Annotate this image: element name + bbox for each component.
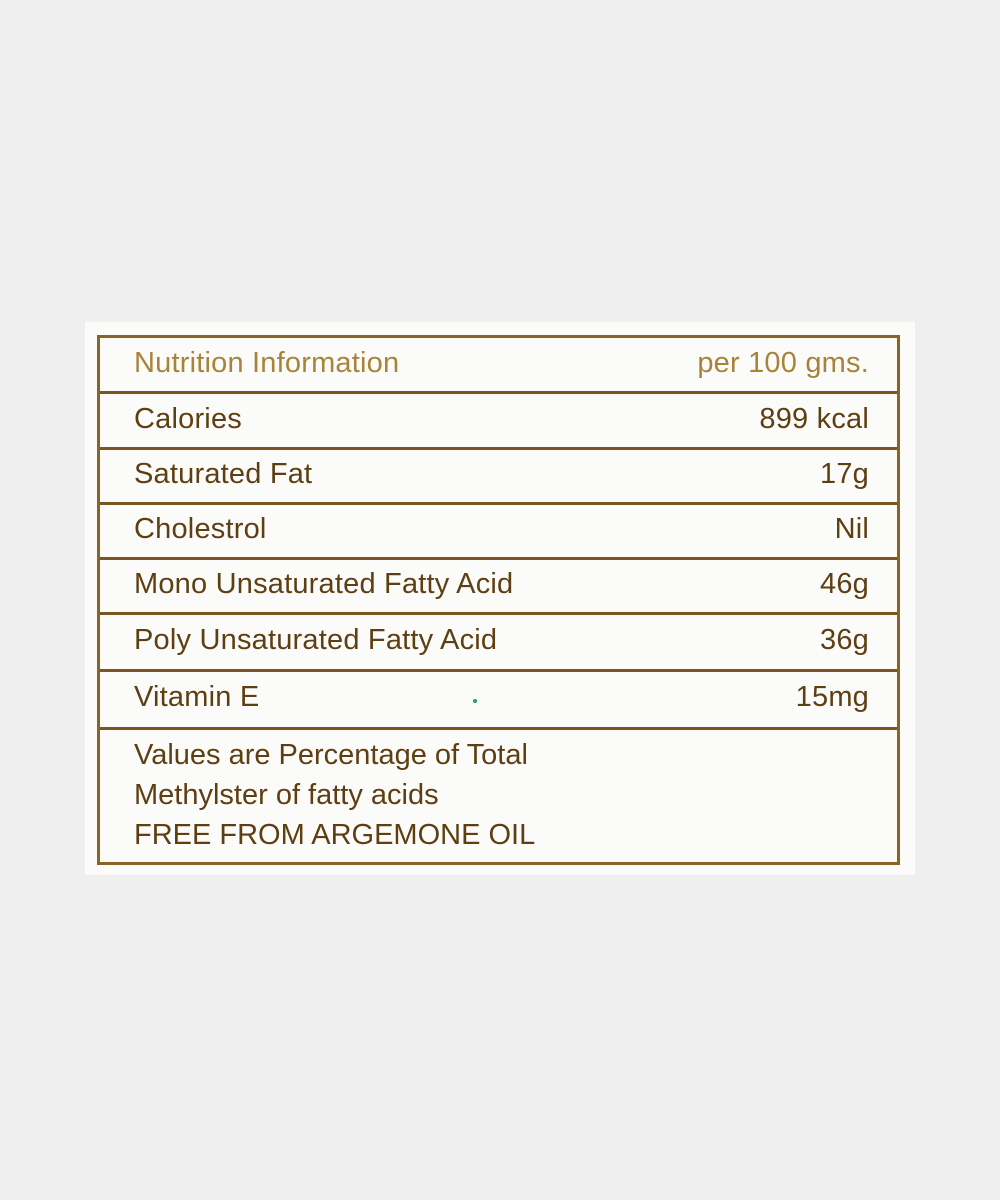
nutrient-row: Mono Unsaturated Fatty Acid 46g [100, 559, 897, 615]
nutrient-row: Vitamin E 15mg [100, 672, 897, 730]
footer-line: FREE FROM ARGEMONE OIL [134, 819, 536, 851]
nutrient-row: Saturated Fat 17g [100, 449, 897, 505]
nutrient-name: Saturated Fat [134, 458, 313, 490]
nutrient-value: 36g [820, 624, 869, 656]
nutrient-row: Calories 899 kcal [100, 394, 897, 450]
label-card [85, 322, 915, 875]
label-footer: Values are Percentage of Total Methylste… [134, 735, 535, 855]
label-title: Nutrition Information [134, 347, 400, 379]
nutrient-row: Poly Unsaturated Fatty Acid 36g [100, 615, 897, 672]
nutrient-name: Vitamin E [134, 681, 260, 713]
footer-line: Methylster of fatty acids [134, 779, 439, 811]
nutrient-name: Mono Unsaturated Fatty Acid [134, 568, 514, 600]
nutrient-name: Cholestrol [134, 513, 267, 545]
nutrition-label: Nutrition Information per 100 gms. Calor… [97, 335, 900, 865]
nutrient-row: Cholestrol Nil [100, 504, 897, 560]
nutrient-name: Calories [134, 403, 242, 435]
nutrient-value: 899 kcal [759, 403, 869, 435]
nutrient-value: 46g [820, 568, 869, 600]
nutrient-value: Nil [834, 513, 869, 545]
footer-line: Values are Percentage of Total [134, 739, 528, 771]
nutrient-value: 17g [820, 458, 869, 490]
nutrient-name: Poly Unsaturated Fatty Acid [134, 624, 498, 656]
header-row: Nutrition Information per 100 gms. [100, 338, 897, 394]
ink-speck [473, 699, 477, 703]
nutrient-value: 15mg [795, 681, 869, 713]
serving-basis: per 100 gms. [697, 347, 869, 379]
